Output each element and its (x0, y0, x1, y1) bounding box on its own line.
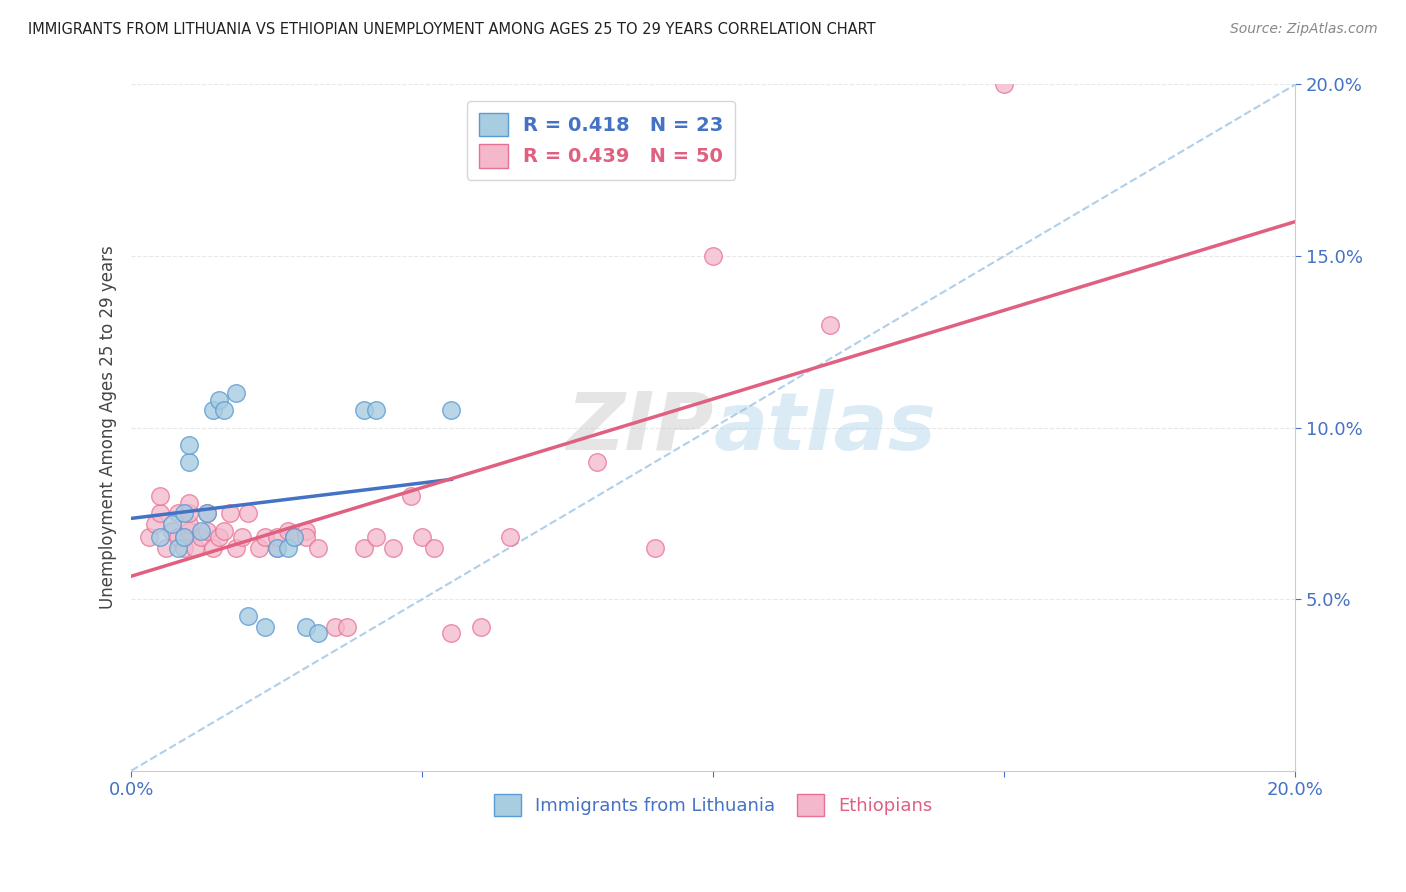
Point (254, 530, 277, 544)
Point (277, 524, 299, 538)
Point (179, 455, 201, 469)
Point (195, 524, 218, 538)
Point (295, 530, 318, 544)
Point (149, 489, 172, 503)
Point (195, 507, 218, 521)
Point (173, 507, 195, 521)
Point (283, 530, 305, 544)
Point (277, 541, 299, 555)
Point (190, 524, 212, 538)
Point (266, 541, 288, 555)
Point (399, 489, 422, 503)
Point (219, 507, 242, 521)
Point (179, 438, 201, 452)
Point (173, 530, 195, 544)
Point (231, 530, 253, 544)
Point (179, 516, 201, 531)
Point (225, 386, 247, 401)
Point (423, 541, 446, 555)
Point (323, 619, 346, 633)
Point (236, 507, 259, 521)
Point (207, 393, 229, 408)
Point (201, 541, 224, 555)
Point (155, 541, 177, 555)
Point (644, 541, 666, 555)
Point (266, 541, 288, 555)
Point (993, 78, 1015, 92)
Point (160, 524, 183, 538)
Point (214, 524, 236, 538)
Point (498, 530, 520, 544)
Point (166, 530, 188, 544)
Text: atlas: atlas (713, 389, 936, 467)
Point (586, 455, 609, 469)
Point (283, 530, 305, 544)
Point (179, 496, 201, 510)
Point (702, 249, 724, 263)
Point (149, 507, 172, 521)
Point (214, 403, 236, 417)
Point (166, 541, 188, 555)
Point (149, 530, 172, 544)
Point (307, 626, 329, 640)
Point (173, 530, 195, 544)
Point (166, 507, 188, 521)
Point (353, 541, 375, 555)
Text: ZIP: ZIP (567, 389, 713, 467)
Point (254, 619, 277, 633)
Point (179, 524, 201, 538)
Point (411, 530, 433, 544)
Point (382, 541, 405, 555)
Point (173, 541, 195, 555)
Legend: Immigrants from Lithuania, Ethiopians: Immigrants from Lithuania, Ethiopians (486, 787, 941, 823)
Point (236, 609, 259, 624)
Point (184, 541, 207, 555)
Point (818, 318, 841, 332)
Point (190, 530, 212, 544)
Point (247, 541, 270, 555)
Point (160, 516, 183, 531)
Point (440, 626, 463, 640)
Point (266, 530, 288, 544)
Text: Source: ZipAtlas.com: Source: ZipAtlas.com (1230, 22, 1378, 37)
Point (353, 403, 375, 417)
Point (295, 524, 318, 538)
Point (440, 403, 463, 417)
Point (307, 541, 329, 555)
Point (364, 403, 387, 417)
Point (201, 403, 224, 417)
Point (470, 619, 492, 633)
Point (179, 507, 201, 521)
Point (207, 530, 229, 544)
Point (225, 541, 247, 555)
Point (195, 507, 218, 521)
Y-axis label: Unemployment Among Ages 25 to 29 years: Unemployment Among Ages 25 to 29 years (100, 245, 117, 609)
Point (295, 619, 318, 633)
Point (336, 619, 359, 633)
Point (143, 516, 166, 531)
Point (364, 530, 387, 544)
Point (138, 530, 160, 544)
Text: IMMIGRANTS FROM LITHUANIA VS ETHIOPIAN UNEMPLOYMENT AMONG AGES 25 TO 29 YEARS CO: IMMIGRANTS FROM LITHUANIA VS ETHIOPIAN U… (28, 22, 876, 37)
